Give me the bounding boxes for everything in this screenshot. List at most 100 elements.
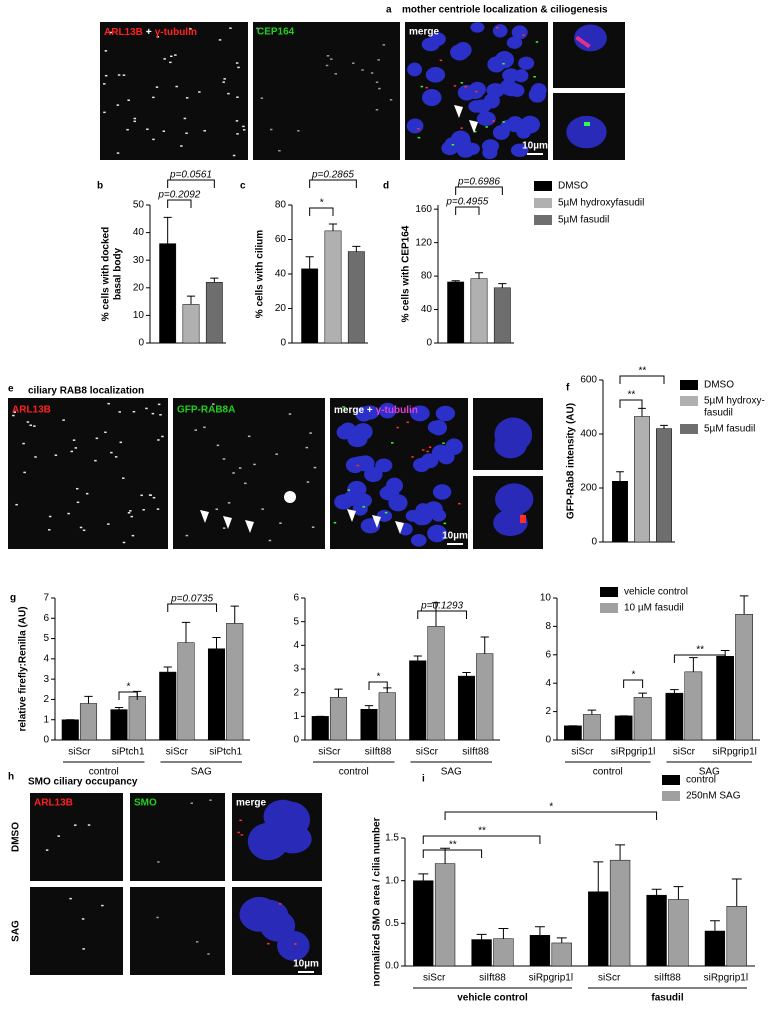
label-part: γ-tubulin [155,27,197,38]
cilium-dot [260,97,264,99]
y-tick-label: 3 [293,664,299,675]
cilium-dot [142,509,145,511]
bar [301,268,319,344]
significance-bracket [619,375,665,384]
error-bar [673,886,684,900]
significance-label: * [549,802,554,813]
bar [726,906,747,967]
nucleus [516,125,531,139]
y-tick-label: 0.5 [385,918,399,929]
y-tick-label: 20 [275,303,287,314]
y-tick-label: 10 [133,310,145,321]
cilium-dot [417,136,421,139]
panel-letter: b [97,181,103,192]
cilium-dot [426,450,429,453]
nucleus [445,438,463,456]
legend-label: DMSO [558,181,588,192]
error-bar [230,605,239,624]
bar [61,719,79,741]
significance-label: ** [696,645,705,656]
cilium-dot [261,508,264,510]
y-tick-label: 40 [421,304,433,315]
significance-label: ** [478,826,487,837]
cilium-dot [362,506,365,508]
cilium-dot [306,481,310,483]
cilium-dot [132,410,136,413]
error-bar [440,847,451,864]
cilium-dot [116,104,120,106]
y-tick-label: 80 [275,200,287,211]
nucleus [510,143,529,157]
cilium-dot [122,541,126,544]
cilium-dot [236,133,239,135]
significance-label: * [319,198,324,209]
cilium-dot [232,154,236,157]
cilium-dot [127,99,130,101]
significance-bracket [309,207,334,216]
bar [226,623,244,741]
cilium-dot [278,903,282,905]
nucleus [494,431,527,459]
x-tick-label: siIft88 [365,747,392,758]
x-tick-label: siRpgrip1l [704,973,748,984]
cilium-dot [189,28,192,30]
y-tick-label: 40 [275,269,287,280]
cilium-dot [522,34,525,36]
group-label: control [89,767,119,778]
bar [735,614,753,741]
panel-title: SMO ciliary occupancy [28,777,138,788]
cilium-dot [82,948,85,950]
error-bar [451,280,460,282]
cilium-dot [72,439,76,441]
label-part: merge + [334,405,373,416]
bar [207,648,226,741]
error-bar [84,695,93,704]
nucleus [415,503,431,518]
significance-bracket [444,811,658,820]
arrowhead [395,521,404,534]
cilium-dot [453,85,457,87]
cilium-dot [107,523,110,525]
nucleus [376,509,393,522]
cilium-dot [238,467,242,469]
y-tick-label: 0 [591,537,597,548]
bar [177,642,195,741]
cilium-dot [227,92,230,95]
cilium-dot [45,849,49,851]
nucleus [427,420,444,434]
bar [128,696,146,741]
x-tick-label: siPtch1 [209,747,242,758]
cilium-dot [496,26,499,29]
nucleus [355,406,373,422]
y-tick-label: 50 [133,200,145,211]
bar [311,716,329,741]
cilium-dot [85,492,89,495]
cilium-dot [502,121,505,123]
nucleus [441,141,459,156]
inset-signal [575,35,591,49]
panel-label: merge [236,798,266,809]
y-tick-label: 6 [545,649,551,660]
cilium-dot [411,456,414,458]
cilium-dot [370,72,374,74]
nucleus [413,457,431,473]
cilium-dot [33,425,36,427]
group-label: SAG [699,767,720,778]
significance-bracket [455,206,480,215]
cilium-dot [157,403,161,406]
panel-letter: a [386,5,392,16]
x-tick-label: siIft88 [654,973,681,984]
cilium-dot [267,942,270,945]
y-tick-label: 6 [43,613,49,624]
nucleus [492,125,510,140]
error-bar [556,937,567,943]
group-label: SAG [191,767,212,778]
cilium-dot [428,446,432,448]
panel-title: ciliary RAB8 localization [28,386,144,397]
legend-label: control [686,775,716,786]
y-axis-label: GFP-Rab8 intensity (AU) [566,403,577,519]
cilium-dot [145,407,148,410]
cilium-dot [244,482,247,485]
cilium-dot [161,435,164,438]
cilium-dot [242,129,246,131]
